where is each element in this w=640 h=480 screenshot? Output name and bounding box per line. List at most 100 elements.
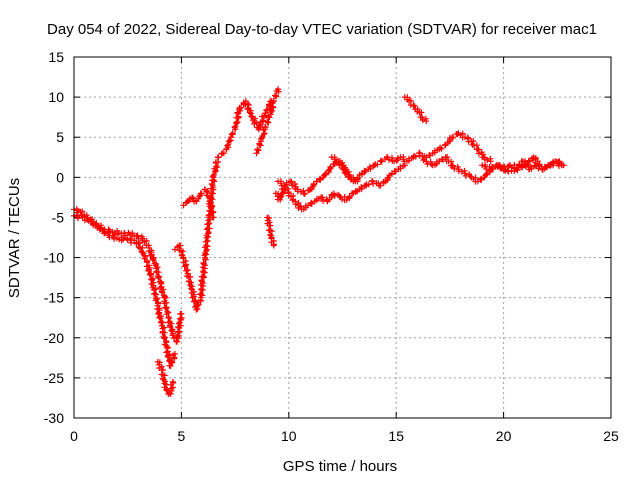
trace-segment bbox=[348, 175, 361, 183]
trace-segment bbox=[258, 126, 268, 142]
trace-segment bbox=[73, 212, 85, 222]
trace-segment bbox=[321, 167, 332, 179]
trace-segment bbox=[254, 140, 264, 154]
trace-segment bbox=[198, 186, 208, 197]
y-tick-label: 10 bbox=[48, 89, 64, 105]
trace-segment bbox=[464, 134, 472, 145]
trace-segment bbox=[265, 99, 277, 120]
trace-segment bbox=[514, 163, 526, 174]
trace-segment bbox=[482, 162, 493, 172]
trace-segment bbox=[135, 240, 150, 264]
trace-segment bbox=[189, 195, 198, 205]
y-tick-label: 15 bbox=[48, 49, 64, 65]
trace-segment bbox=[161, 294, 172, 321]
data-point bbox=[560, 162, 567, 169]
data-point bbox=[487, 158, 494, 165]
trace-segment bbox=[419, 115, 429, 124]
data-points bbox=[71, 86, 567, 398]
trace-segment bbox=[405, 155, 415, 164]
trace-segment bbox=[184, 273, 195, 292]
trace-segment bbox=[231, 107, 244, 131]
data-point bbox=[275, 86, 282, 93]
trace-segment bbox=[361, 167, 369, 175]
trace-segment bbox=[294, 188, 307, 195]
trace-segment bbox=[457, 130, 466, 141]
trace-segment bbox=[482, 167, 493, 179]
data-point bbox=[270, 242, 277, 249]
trace-segment bbox=[158, 367, 170, 392]
x-tick-label: 20 bbox=[496, 428, 512, 444]
chart-title: Day 054 of 2022, Sidereal Day-to-day VTE… bbox=[47, 21, 597, 38]
trace-segment bbox=[183, 199, 190, 206]
trace-segment bbox=[431, 147, 441, 156]
trace-segment bbox=[439, 156, 446, 163]
trace-segment bbox=[73, 206, 81, 216]
trace-segment bbox=[404, 94, 411, 103]
trace-segment bbox=[386, 154, 396, 164]
trace-segment bbox=[393, 155, 401, 164]
y-tick-label: 0 bbox=[56, 169, 64, 185]
data-point bbox=[423, 118, 430, 125]
series-sat-e bbox=[180, 186, 217, 221]
data-point bbox=[227, 134, 234, 141]
trace-segment bbox=[285, 192, 297, 204]
x-tick-label: 0 bbox=[70, 428, 78, 444]
trace-segment bbox=[206, 195, 217, 221]
series-sat-c bbox=[154, 358, 177, 398]
trace-segment bbox=[116, 234, 130, 244]
trace-segment bbox=[224, 137, 234, 151]
trace-segment bbox=[134, 232, 145, 242]
trace-segment bbox=[270, 88, 282, 104]
trace-segment bbox=[372, 157, 384, 168]
trace-segment bbox=[370, 180, 382, 187]
y-tick-label: -5 bbox=[52, 209, 65, 225]
trace-segment bbox=[203, 188, 211, 199]
trace-segment bbox=[168, 352, 178, 366]
trace-segment bbox=[363, 177, 376, 188]
y-axis-label: SDTVAR / TECUs bbox=[6, 178, 23, 298]
trace-segment bbox=[154, 305, 166, 326]
trace-segment bbox=[424, 159, 435, 168]
series-sat-k bbox=[401, 94, 430, 125]
data-point bbox=[410, 102, 417, 109]
trace-segment bbox=[450, 131, 461, 141]
trace-segment bbox=[201, 216, 213, 259]
trace-segment bbox=[505, 165, 518, 175]
series-sat-d bbox=[171, 98, 275, 313]
trace-segment bbox=[331, 154, 339, 165]
data-point bbox=[354, 178, 361, 185]
trace-segment bbox=[339, 194, 348, 204]
trace-segment bbox=[186, 195, 193, 203]
trace-segment bbox=[411, 149, 423, 160]
trace-segment bbox=[556, 160, 566, 168]
grid-lines bbox=[74, 57, 611, 418]
data-point bbox=[171, 350, 178, 357]
trace-segment bbox=[283, 179, 293, 188]
series-sat-a bbox=[71, 206, 185, 345]
trace-segment bbox=[391, 168, 399, 175]
trace-segment bbox=[378, 154, 390, 165]
trace-segment bbox=[366, 162, 377, 172]
x-tick-label: 15 bbox=[388, 428, 404, 444]
trace-segment bbox=[209, 154, 222, 180]
trace-segment bbox=[164, 387, 172, 398]
data-point bbox=[189, 194, 196, 201]
trace-segment bbox=[331, 191, 343, 199]
trace-segment bbox=[411, 102, 419, 113]
data-point bbox=[266, 114, 273, 121]
trace-segment bbox=[442, 135, 453, 148]
x-tick-label: 25 bbox=[603, 428, 619, 444]
trace-segment bbox=[470, 174, 479, 185]
trace-segment bbox=[159, 324, 170, 348]
trace-segment bbox=[129, 230, 138, 239]
x-axis-label: GPS time / hours bbox=[283, 458, 397, 475]
trace-segment bbox=[316, 175, 324, 183]
plot-frame bbox=[73, 56, 612, 419]
trace-segment bbox=[416, 152, 428, 164]
trace-segment bbox=[277, 178, 285, 189]
trace-segment bbox=[397, 163, 407, 172]
trace-segment bbox=[307, 199, 315, 207]
trace-segment bbox=[358, 182, 368, 192]
x-tick-label: 5 bbox=[178, 428, 186, 444]
